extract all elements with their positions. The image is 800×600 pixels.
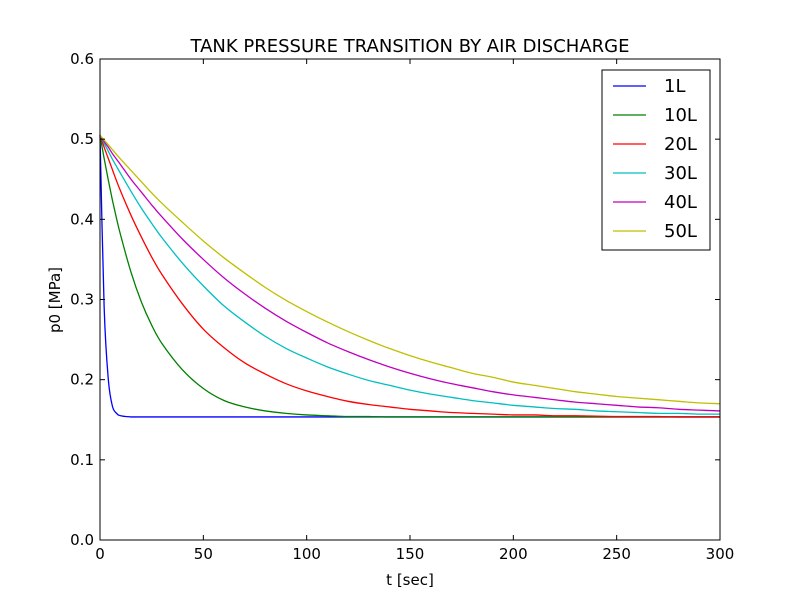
legend-label-50L: 50L xyxy=(664,221,697,242)
x-tick-label: 300 xyxy=(706,545,735,563)
legend-label-40L: 40L xyxy=(664,192,697,213)
y-tick-label: 0.5 xyxy=(70,130,94,148)
x-tick-label: 50 xyxy=(194,545,213,563)
y-tick-label: 0.0 xyxy=(70,531,94,549)
x-tick-label: 0 xyxy=(95,545,105,563)
series-line-10L xyxy=(99,135,720,418)
legend-label-1L: 1L xyxy=(664,76,685,97)
y-tick-label: 0.1 xyxy=(70,451,94,469)
series-line-20L xyxy=(99,134,720,418)
legend-box xyxy=(601,69,711,251)
chart-title: TANK PRESSURE TRANSITION BY AIR DISCHARG… xyxy=(190,36,630,57)
series-layer xyxy=(99,134,721,418)
legend-label-30L: 30L xyxy=(664,163,697,184)
y-tick-label: 0.4 xyxy=(70,210,94,228)
x-tick-label: 150 xyxy=(396,545,425,563)
legend-label-10L: 10L xyxy=(664,105,697,126)
x-axis-title: t [sec] xyxy=(386,571,434,589)
series-line-30L xyxy=(99,134,720,415)
legend-label-20L: 20L xyxy=(664,134,697,155)
series-line-50L xyxy=(99,134,721,405)
y-tick-label: 0.3 xyxy=(70,291,94,309)
x-tick-label: 250 xyxy=(602,545,631,563)
series-line-40L xyxy=(99,134,721,412)
legend: 1L 10L 20L 30L 40L 50L xyxy=(601,69,711,251)
y-axis-title: p0 [MPa] xyxy=(46,267,64,333)
x-tick-label: 100 xyxy=(292,545,321,563)
ticks-layer: 0 50 100 150 200 250 300 0.0 0.1 0.2 0.3 0.4 0.5 0.6 xyxy=(70,50,734,563)
y-tick-label: 0.6 xyxy=(70,50,94,68)
y-tick-label: 0.2 xyxy=(70,371,94,389)
x-tick-label: 200 xyxy=(499,545,528,563)
legend-items: 1L 10L 20L 30L 40L 50L xyxy=(613,76,697,242)
